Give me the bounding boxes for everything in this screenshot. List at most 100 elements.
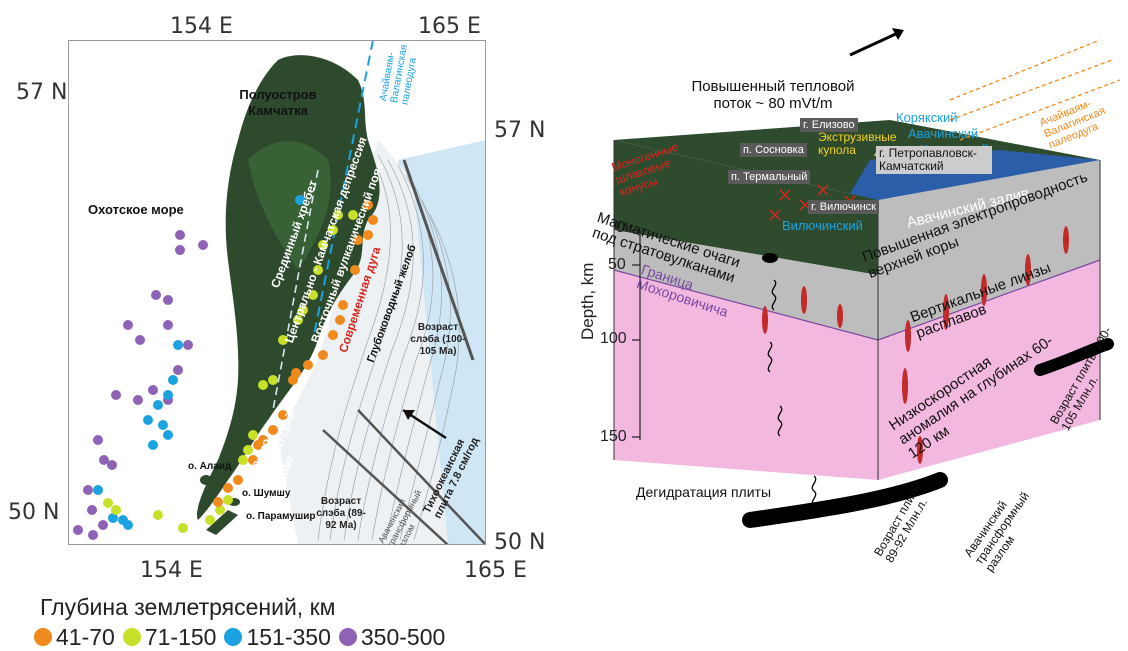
earthquake-point (248, 430, 258, 440)
okhotsk-sea-label: Охотское море (88, 202, 184, 217)
earthquake-point (268, 425, 278, 435)
transform-line-2 (357, 409, 486, 545)
earthquake-point (99, 455, 109, 465)
block-diagram-graphic (613, 28, 1121, 528)
bathymetry-contours (317, 149, 460, 541)
legend-label: 41-70 (56, 623, 115, 650)
legend-item-41-70: 41-70 (34, 624, 115, 651)
earthquake-point (111, 505, 121, 515)
termalny-label: п. Термальный (728, 170, 811, 184)
earthquake-point (308, 290, 318, 300)
earthquake-point (248, 455, 258, 465)
sosnovka-label: п. Сосновка (740, 143, 807, 157)
depth-axis-label: Depth, km (578, 262, 597, 340)
earthquake-point (173, 365, 183, 375)
elizovo-label: г. Елизово (800, 118, 858, 132)
earthquake-point (213, 497, 223, 507)
earthquake-point (215, 505, 225, 515)
earthquake-point (183, 340, 193, 350)
depth-legend: 41-70 71-150 151-350 350-500 (34, 624, 453, 650)
earthquake-point (328, 330, 338, 340)
legend-label: 71-150 (144, 623, 217, 650)
magma-chamber (762, 253, 778, 263)
earthquake-point (318, 350, 328, 360)
earthquake-point (368, 215, 378, 225)
vilyuchinsky-volcano-label: Вилючинский (782, 218, 863, 233)
lat-label-57-left: 57 N (16, 80, 68, 105)
earthquake-point (328, 225, 338, 235)
lat-label-57-right: 57 N (494, 118, 546, 143)
earthquake-point (175, 245, 185, 255)
earthquake-point (333, 210, 343, 220)
earthquake-point (178, 523, 188, 533)
earthquake-point (108, 513, 118, 523)
bathymetry-area (278, 140, 448, 545)
earthquake-point (295, 195, 305, 205)
earthquake-point (293, 315, 303, 325)
lat-label-50-left: 50 N (8, 500, 60, 525)
avachinsky-volcano-label: Авачинский (908, 126, 979, 141)
earthquake-point (123, 320, 133, 330)
lon-label-154-bottom: 154 E (140, 558, 203, 583)
depth-tick-0: 0 (616, 219, 625, 236)
earthquake-point (318, 240, 328, 250)
earthquake-point (143, 415, 153, 425)
kamchatka-map: Полуостров Камчатка Охотское море Средин… (68, 40, 486, 545)
pacific-region (398, 140, 486, 545)
crust-front (614, 230, 878, 340)
plate-dehydration-label: Дегидратация плиты (636, 484, 772, 500)
lon-label-165-bottom: 165 E (464, 558, 527, 583)
earthquake-point (148, 385, 158, 395)
transform-line-1 (322, 429, 449, 545)
earthquake-point (258, 380, 268, 390)
earthquake-point (298, 305, 308, 315)
lon-label-154-top: 154 E (170, 14, 233, 39)
earthquake-point (168, 375, 178, 385)
extrusive-domes-label: Экструзивные купола (818, 130, 897, 157)
map-graphic (68, 40, 486, 545)
earthquake-point (268, 375, 278, 385)
lon-label-165-top: 165 E (418, 14, 481, 39)
earthquake-point (198, 240, 208, 250)
earthquake-point (353, 235, 363, 245)
earthquake-point (163, 430, 173, 440)
earthquake-point (223, 483, 233, 493)
legend-label: 151-350 (246, 623, 331, 650)
earthquake-point (338, 300, 348, 310)
earthquake-point (163, 390, 173, 400)
earthquake-point (335, 315, 345, 325)
earthquake-point (233, 475, 243, 485)
earthquake-point (153, 510, 163, 520)
earthquake-point (107, 460, 117, 470)
earthquake-point (238, 455, 248, 465)
depth-tick-100: 100 (600, 330, 627, 347)
paramushir-label: о. Парамушир (246, 511, 316, 522)
peninsula-label: Полуостров Камчатка (239, 87, 317, 118)
earthquake-point (205, 515, 215, 525)
block-diagram: Depth, km 0 50 100 150 Повышенный теплов… (560, 0, 1128, 574)
mantle-side (878, 260, 1100, 480)
legend-title: Глубина землетрясений, км (40, 594, 336, 620)
earthquake-points (73, 195, 378, 540)
earthquake-point (88, 530, 98, 540)
earthquake-point (163, 295, 173, 305)
earthquake-point (93, 435, 103, 445)
earthquake-point (163, 320, 173, 330)
legend-label: 350-500 (360, 623, 446, 650)
fluid-arrows (767, 279, 817, 507)
earthquake-point (288, 375, 298, 385)
earthquake-point (175, 230, 185, 240)
depression-dashed-line (272, 169, 319, 411)
earthquake-point (173, 340, 183, 350)
petropavlovsk-label: г. Петропавловск-Камчатский (876, 146, 992, 174)
earthquake-point (278, 410, 288, 420)
earthquake-point (363, 230, 373, 240)
legend-item-71-150: 71-150 (122, 623, 217, 651)
legend-dot-purple (338, 628, 357, 646)
depth-tick-150: 150 (600, 428, 627, 445)
legend-dot-yellowgreen (122, 628, 141, 646)
earthquake-point (93, 485, 103, 495)
earthquake-point (133, 395, 143, 405)
earthquake-point (243, 445, 253, 455)
earthquake-point (135, 335, 145, 345)
